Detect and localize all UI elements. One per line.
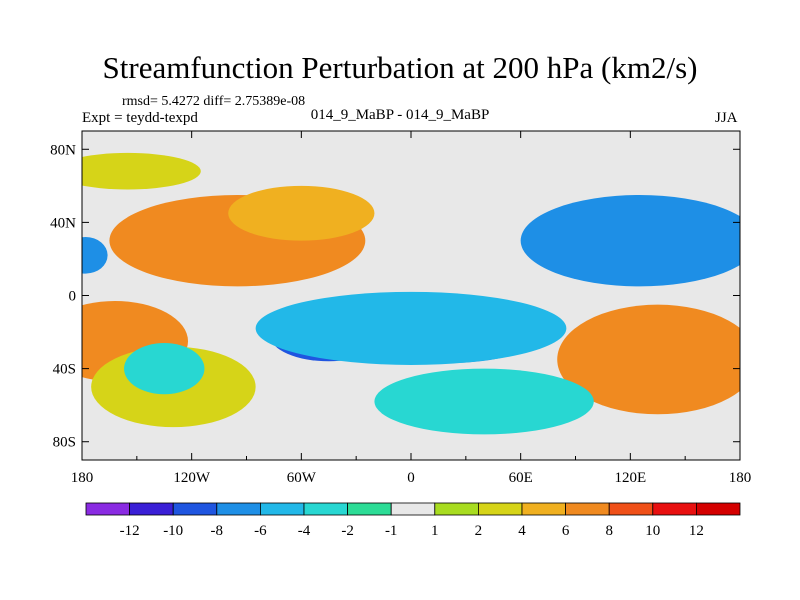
- colorbar-box-2: [172, 502, 218, 516]
- colorbar-label-3: -6: [254, 523, 267, 539]
- colorbar-box-9: [477, 502, 523, 516]
- x-tick-label-0: 180: [71, 470, 94, 486]
- colorbar-box-7: [390, 502, 436, 516]
- colorbar-box-13: [652, 502, 697, 516]
- y-tick-label-2: 0: [69, 289, 77, 305]
- colorbar-label-10: 6: [562, 523, 570, 539]
- colorbar-label-0: -12: [120, 523, 140, 539]
- contour-region-19: [255, 291, 567, 365]
- contour-region-22: [374, 368, 594, 435]
- colorbar-box-4: [259, 502, 305, 516]
- colorbar-box-8: [434, 502, 479, 516]
- colorbar-box-10: [521, 502, 566, 516]
- colorbar-label-6: -1: [385, 523, 398, 539]
- colorbar-label-5: -2: [341, 523, 354, 539]
- x-tick-label-3: 0: [407, 470, 415, 486]
- x-tick-label-6: 180: [729, 470, 752, 486]
- y-tick-label-0: 80N: [50, 142, 76, 158]
- x-tick-label-1: 120W: [173, 470, 211, 486]
- colorbar-box-1: [129, 502, 174, 516]
- colorbar-box-6: [347, 502, 392, 516]
- x-tick-label-4: 60E: [509, 470, 533, 486]
- contour-region-3: [228, 185, 375, 241]
- colorbar-label-13: 12: [689, 523, 704, 539]
- colorbar-label-8: 2: [475, 523, 483, 539]
- x-tick-label-5: 120E: [614, 470, 646, 486]
- colorbar-label-9: 4: [518, 523, 526, 539]
- chart-title: Streamfunction Perturbation at 200 hPa (…: [102, 50, 698, 85]
- colorbar-label-11: 8: [605, 523, 613, 539]
- contour-region-14: [82, 237, 108, 274]
- colorbar-box-11: [565, 502, 610, 516]
- y-tick-label-4: 80S: [53, 435, 76, 451]
- colorbar-box-14: [696, 502, 741, 516]
- colorbar-box-3: [216, 502, 261, 516]
- contour-region-21: [124, 343, 205, 395]
- colorbar-box-5: [303, 502, 348, 516]
- run-label: 014_9_MaBP - 014_9_MaBP: [310, 107, 490, 123]
- y-tick-label-1: 40N: [50, 215, 76, 231]
- colorbar-label-12: 10: [645, 523, 660, 539]
- colorbar-box-0: [85, 502, 130, 516]
- colorbar-label-7: 1: [431, 523, 439, 539]
- colorbar-label-4: -4: [298, 523, 311, 539]
- x-tick-label-2: 60W: [287, 470, 317, 486]
- colorbar-label-1: -10: [163, 523, 183, 539]
- colorbar-box-12: [608, 502, 654, 516]
- experiment-label: Expt = teydd-texpd: [82, 110, 198, 126]
- stats-label: rmsd= 5.4272 diff= 2.75389e-08: [122, 94, 306, 109]
- y-tick-label-3: 40S: [53, 362, 76, 378]
- contour-region-13: [520, 194, 740, 287]
- contour-region-8: [557, 304, 740, 415]
- season-label: JJA: [715, 110, 738, 126]
- contour-region-10: [82, 152, 201, 190]
- contour-fills: [82, 152, 740, 435]
- colorbar-label-2: -8: [211, 523, 224, 539]
